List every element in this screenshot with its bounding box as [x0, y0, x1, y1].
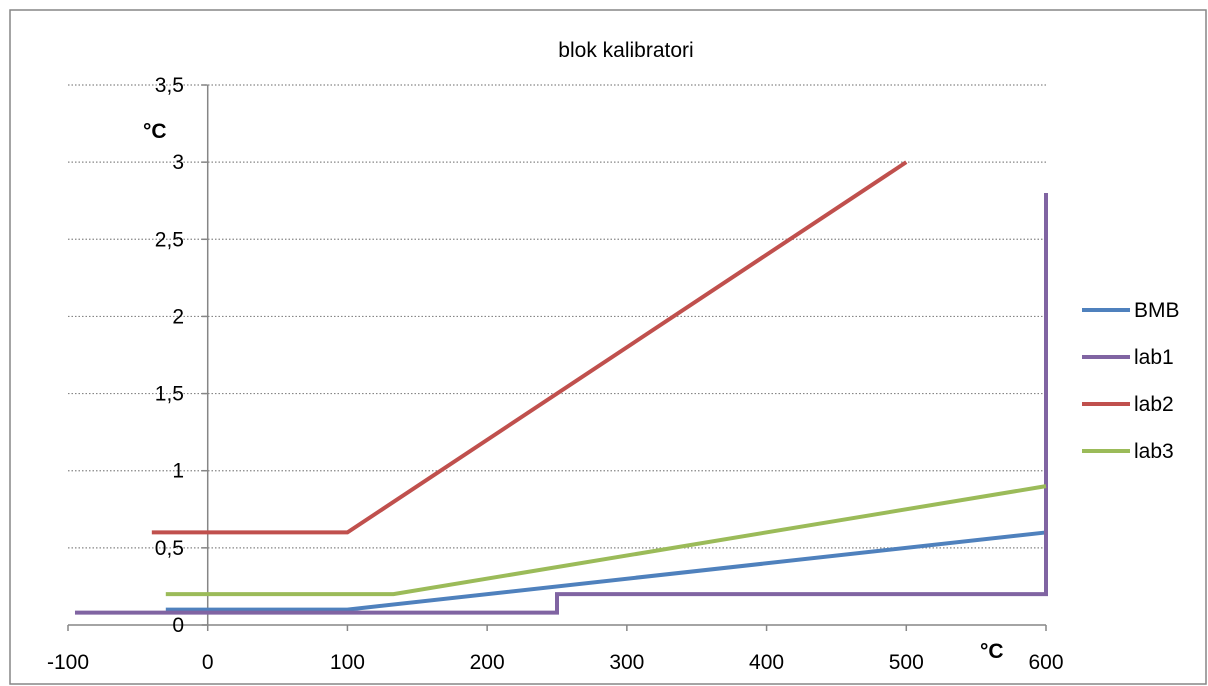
legend: BMB lab1 lab2 lab3 [1082, 299, 1180, 463]
tick-labels: -100 0 100 200 300 400 500 600 0 0,5 1 1,5 2 2,5 3 3,5 [47, 74, 1064, 674]
legend-label: lab2 [1134, 393, 1174, 416]
legend-label: lab1 [1134, 346, 1174, 369]
y-tick-label: 3 [172, 151, 184, 174]
x-tick-label: 600 [1028, 651, 1063, 674]
x-tick-label: 100 [330, 651, 365, 674]
series-line-lab2 [151, 160, 908, 535]
axes [67, 84, 1047, 631]
legend-label: BMB [1134, 299, 1180, 322]
y-tick-label: 1,5 [155, 383, 184, 406]
y-tick-label: 0,5 [155, 537, 184, 560]
series-lines [74, 160, 1048, 615]
y-axis-unit-label: °C [143, 120, 167, 143]
y-tick-label: 3,5 [155, 74, 184, 97]
x-tick-label: 300 [609, 651, 644, 674]
series-line-lab3 [165, 484, 1047, 597]
chart-title: blok kalibratori [558, 39, 693, 62]
y-tick-label: 1 [172, 460, 184, 483]
x-axis-unit-label: °C [980, 640, 1004, 663]
legend-label: lab3 [1134, 440, 1174, 463]
x-tick-label: 400 [749, 651, 784, 674]
series-line-lab1 [74, 193, 1048, 615]
y-tick-label: 0 [172, 614, 184, 637]
x-tick-label: -100 [47, 651, 89, 674]
x-tick-label: 0 [202, 651, 214, 674]
y-tick-label: 2,5 [155, 228, 184, 251]
x-tick-label: 200 [470, 651, 505, 674]
y-tick-label: 2 [172, 305, 184, 328]
chart-border [9, 9, 1207, 685]
x-tick-label: 500 [889, 651, 924, 674]
series-line-bmb [165, 530, 1047, 612]
